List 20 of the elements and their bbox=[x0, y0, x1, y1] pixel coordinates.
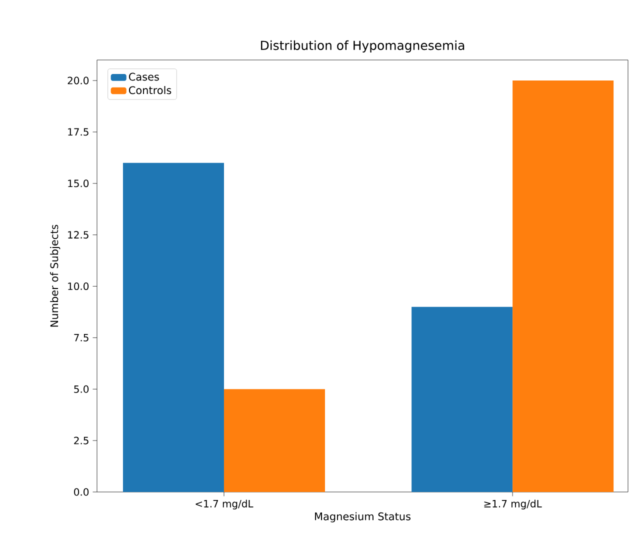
x-axis-title: Magnesium Status bbox=[315, 512, 410, 522]
y-tick-label: 7.5 bbox=[74, 334, 88, 342]
y-tick-label: 15.0 bbox=[68, 180, 89, 188]
y-tick-label: 2.5 bbox=[74, 436, 88, 444]
y-axis-title: Number of Subjects bbox=[50, 224, 60, 327]
x-tick-label: <1.7 mg/dL bbox=[196, 500, 254, 510]
bar bbox=[224, 389, 325, 492]
legend-label: Controls bbox=[128, 86, 172, 94]
y-tick-label: 5.0 bbox=[74, 385, 89, 393]
chart-title: Distribution of Hypomagnesemia bbox=[261, 40, 464, 52]
bar bbox=[512, 80, 614, 492]
bar bbox=[122, 162, 224, 492]
y-tick-label: 10.0 bbox=[68, 282, 89, 290]
y-tick-label: 0.0 bbox=[74, 488, 89, 496]
bar bbox=[412, 306, 513, 492]
legend-label: Cases bbox=[128, 72, 159, 81]
x-tick-label: ≥1.7 mg/dL bbox=[484, 500, 542, 510]
y-tick-label: 17.5 bbox=[68, 128, 88, 136]
y-tick-label: 20.0 bbox=[68, 76, 89, 84]
y-tick-label: 12.5 bbox=[68, 231, 88, 239]
